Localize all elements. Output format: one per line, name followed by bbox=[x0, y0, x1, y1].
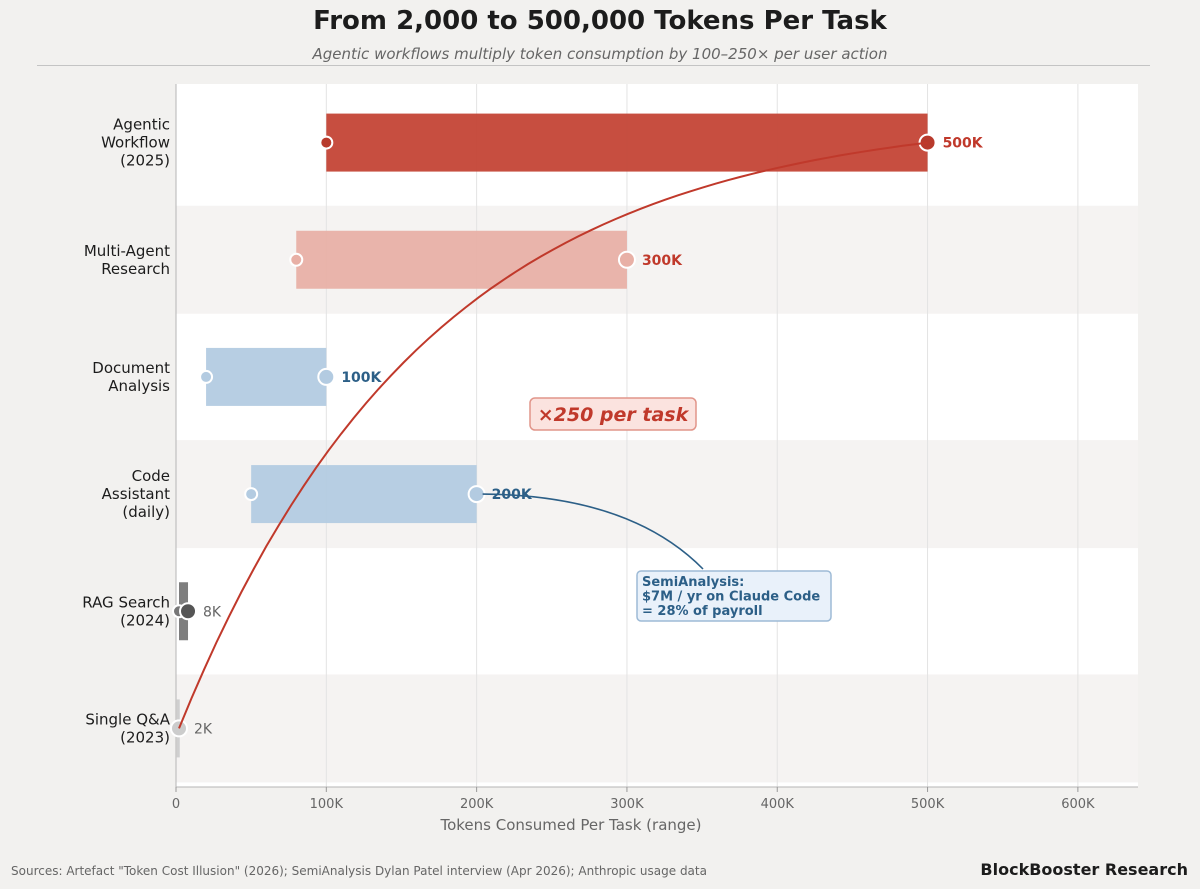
range-high-dot bbox=[617, 250, 636, 269]
range-high-dot bbox=[179, 602, 198, 621]
category-label-line: Code bbox=[132, 467, 170, 485]
x-tick-label: 500K bbox=[911, 797, 945, 812]
category-label-line: (2024) bbox=[120, 611, 170, 629]
semianalysis-callout-line: = 28% of payroll bbox=[642, 604, 763, 619]
x-tick-label: 0 bbox=[172, 797, 180, 812]
category-label: Document Analysis bbox=[92, 359, 170, 395]
x-tick-label: 400K bbox=[761, 797, 795, 812]
sources-note: Sources: Artefact "Token Cost Illusion" … bbox=[11, 864, 707, 878]
category-label: Single Q&A (2023) bbox=[85, 710, 170, 746]
category-label-line: RAG Search bbox=[82, 593, 170, 611]
x-tick-label: 600K bbox=[1061, 797, 1095, 812]
range-low-dot bbox=[244, 487, 259, 502]
range-low-dot bbox=[289, 252, 304, 267]
range-bar bbox=[206, 347, 327, 406]
range-bar bbox=[251, 465, 477, 524]
category-label-line: Analysis bbox=[108, 377, 170, 395]
semianalysis-callout-line: $7M / yr on Claude Code bbox=[642, 590, 820, 605]
range-high-dot bbox=[317, 367, 336, 386]
plot-area bbox=[176, 84, 1138, 787]
x-tick-label: 200K bbox=[460, 797, 494, 812]
value-label: 2K bbox=[194, 721, 213, 737]
trend-curve bbox=[178, 141, 928, 729]
title-divider bbox=[37, 65, 1150, 66]
value-label: 500K bbox=[943, 136, 984, 152]
semianalysis-callout-text: SemiAnalysis: $7M / yr on Claude Code = 28… bbox=[642, 575, 820, 619]
category-label: RAG Search (2024) bbox=[82, 593, 170, 629]
value-label: 8K bbox=[203, 604, 222, 620]
category-label-line: Document bbox=[92, 359, 170, 377]
semianalysis-callout-box bbox=[636, 570, 832, 622]
category-label-line: Assistant bbox=[102, 485, 170, 503]
category-label-line: Agentic bbox=[113, 116, 170, 134]
callout-pointer bbox=[482, 493, 704, 570]
category-label-line: (daily) bbox=[122, 503, 170, 521]
chart-title: From 2,000 to 500,000 Tokens Per Task bbox=[313, 6, 887, 36]
x-tick-label: 300K bbox=[610, 797, 644, 812]
category-label-line: (2025) bbox=[120, 152, 170, 170]
chart-subtitle: Agentic workflows multiply token consump… bbox=[312, 45, 888, 63]
range-high-dot bbox=[170, 719, 189, 738]
category-label-line: (2023) bbox=[120, 728, 170, 746]
category-label-line: Research bbox=[101, 260, 170, 278]
category-label: Code Assistant (daily) bbox=[102, 467, 170, 521]
range-bar bbox=[326, 113, 928, 172]
range-high-dot bbox=[467, 485, 486, 504]
category-label: Multi-Agent Research bbox=[84, 242, 170, 278]
category-label-line: Multi-Agent bbox=[84, 242, 170, 260]
category-label-line: Single Q&A bbox=[85, 710, 170, 728]
value-label: 300K bbox=[642, 253, 683, 269]
x-tick-label: 100K bbox=[310, 797, 344, 812]
semianalysis-callout-line: SemiAnalysis: bbox=[642, 575, 744, 590]
multiplier-callout-box bbox=[529, 397, 697, 431]
multiplier-callout-text: ×250 per task bbox=[538, 404, 690, 426]
value-label: 100K bbox=[341, 370, 382, 386]
x-axis-label: Tokens Consumed Per Task (range) bbox=[439, 816, 701, 834]
row-band bbox=[176, 674, 1138, 783]
range-low-dot bbox=[199, 369, 214, 384]
range-bar bbox=[296, 230, 627, 289]
brand-label: BlockBooster Research bbox=[980, 860, 1188, 879]
category-label: Agentic Workflow (2025) bbox=[101, 116, 170, 170]
category-label-line: Workflow bbox=[101, 134, 170, 152]
range-low-dot bbox=[319, 135, 334, 150]
